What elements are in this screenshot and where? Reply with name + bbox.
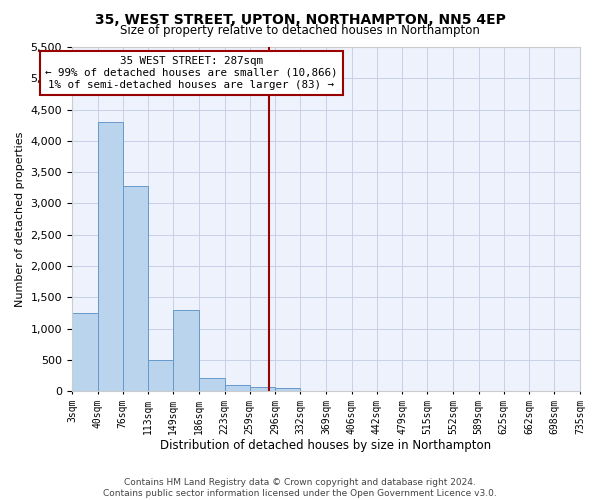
Bar: [173, 310, 199, 391]
Bar: [122, 186, 148, 391]
Bar: [72, 313, 98, 391]
X-axis label: Distribution of detached houses by size in Northampton: Distribution of detached houses by size …: [160, 440, 491, 452]
Text: 35, WEST STREET, UPTON, NORTHAMPTON, NN5 4EP: 35, WEST STREET, UPTON, NORTHAMPTON, NN5…: [95, 12, 505, 26]
Bar: [199, 378, 224, 391]
Bar: [250, 386, 275, 391]
Text: Size of property relative to detached houses in Northampton: Size of property relative to detached ho…: [120, 24, 480, 37]
Bar: [224, 385, 250, 391]
Text: 35 WEST STREET: 287sqm
← 99% of detached houses are smaller (10,866)
1% of semi-: 35 WEST STREET: 287sqm ← 99% of detached…: [45, 56, 338, 90]
Bar: [98, 122, 122, 391]
Bar: [148, 360, 173, 391]
Text: Contains HM Land Registry data © Crown copyright and database right 2024.
Contai: Contains HM Land Registry data © Crown c…: [103, 478, 497, 498]
Y-axis label: Number of detached properties: Number of detached properties: [15, 132, 25, 306]
Bar: [275, 388, 300, 391]
